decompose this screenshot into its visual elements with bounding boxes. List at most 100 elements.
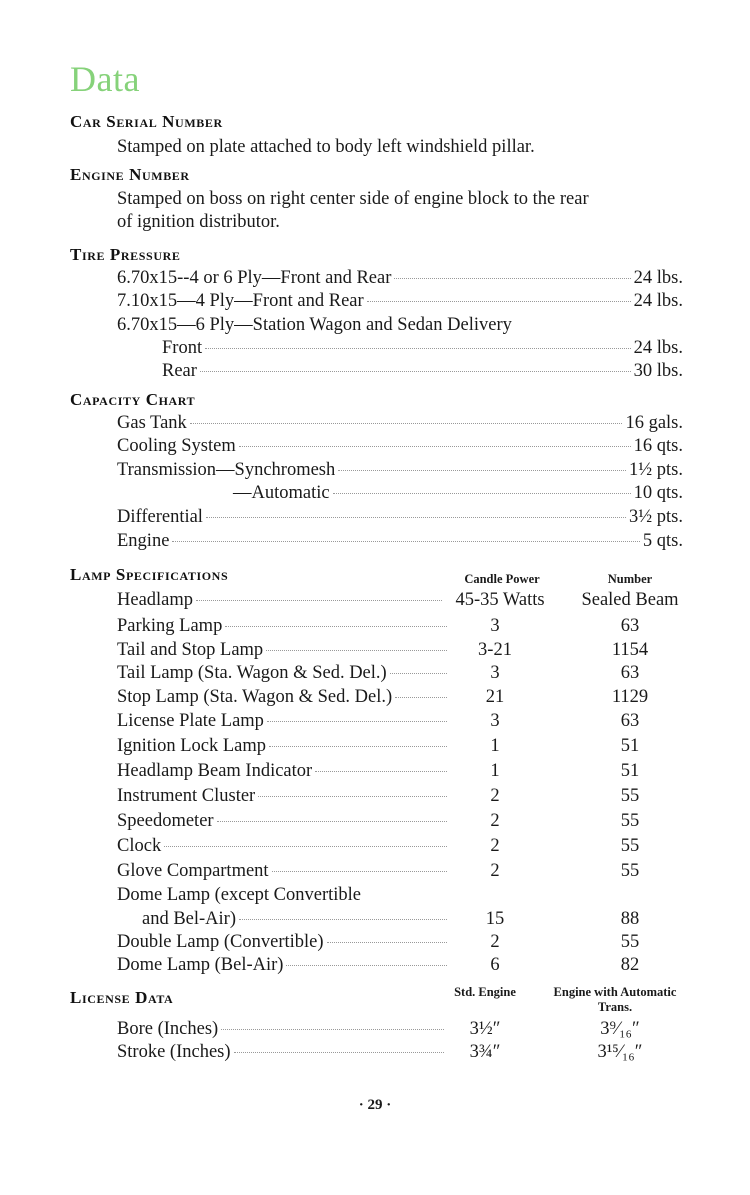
row-label: —Automatic xyxy=(233,483,330,503)
capacity-row: —Automatic 10 qts. xyxy=(233,483,683,504)
dot-leader xyxy=(394,278,631,279)
lamp-row: Clock xyxy=(117,836,450,857)
lamp-name: Tail and Stop Lamp xyxy=(117,640,264,660)
dot-leader xyxy=(326,942,447,943)
lamp-name: Clock xyxy=(117,836,162,856)
candle-power-value: 15 xyxy=(485,909,505,929)
dot-leader xyxy=(205,348,631,349)
row-label: Gas Tank xyxy=(117,413,187,433)
tire-pressure-row: Front 24 lbs. xyxy=(162,338,683,359)
dot-leader xyxy=(164,846,447,847)
dot-leader xyxy=(395,697,447,698)
lamp-name: Tail Lamp (Sta. Wagon & Sed. Del.) xyxy=(117,663,387,683)
dot-leader xyxy=(269,746,447,747)
candle-power-value: 3 xyxy=(490,616,500,636)
candle-power-value: 1 xyxy=(490,761,500,781)
candle-power-value: 45-35 Watts xyxy=(455,590,545,610)
row-label: Transmission—Synchromesh xyxy=(117,460,336,480)
row-value: 30 lbs. xyxy=(633,361,683,381)
dot-leader xyxy=(216,821,447,822)
capacity-row: Engine 5 qts. xyxy=(117,531,683,552)
page-title: Data xyxy=(70,59,140,99)
lamp-row: License Plate Lamp xyxy=(117,711,450,732)
lamp-number-value: 63 xyxy=(620,616,640,636)
row-value: 16 qts. xyxy=(633,436,683,456)
lamp-number-value: 63 xyxy=(620,663,640,683)
license-data-heading: License Data xyxy=(70,988,174,1007)
car-serial-text: Stamped on plate attached to body left w… xyxy=(117,137,535,157)
tire-pressure-heading: Tire Pressure xyxy=(70,245,181,264)
dot-leader xyxy=(205,517,627,518)
lamp-specifications-heading: Lamp Specifications xyxy=(70,565,229,584)
capacity-chart-heading: Capacity Chart xyxy=(70,390,196,409)
row-value: 1½ pts. xyxy=(629,460,683,480)
engine-number-heading: Engine Number xyxy=(70,165,190,184)
lamp-name: Headlamp xyxy=(117,590,194,610)
dot-leader xyxy=(199,371,631,372)
row-value: 3½ pts. xyxy=(629,507,683,527)
row-label: 6.70x15—6 Ply—Station Wagon and Sedan De… xyxy=(117,315,512,335)
number-column-header: Number xyxy=(607,572,653,586)
lamp-row: Dome Lamp (except Convertible xyxy=(117,885,450,906)
dot-leader xyxy=(271,871,447,872)
automatic-engine-column-header: Engine with Automatic Trans. xyxy=(553,985,677,1014)
candle-power-value: 1 xyxy=(490,736,500,756)
row-label: Cooling System xyxy=(117,436,236,456)
capacity-row: Transmission—Synchromesh 1½ pts. xyxy=(117,460,683,481)
lamp-row: Tail Lamp (Sta. Wagon & Sed. Del.) xyxy=(117,663,450,684)
lamp-number-value: 55 xyxy=(620,932,640,952)
lamp-name: License Plate Lamp xyxy=(117,711,264,731)
lamp-number-value: 55 xyxy=(620,786,640,806)
row-label: Front xyxy=(162,338,203,358)
candle-power-value: 2 xyxy=(490,786,500,806)
lamp-number-value: 1129 xyxy=(611,687,649,707)
lamp-row: Tail and Stop Lamp xyxy=(117,640,450,661)
row-label: Engine xyxy=(117,531,170,551)
row-value: 16 gals. xyxy=(625,413,683,433)
dot-leader xyxy=(258,796,447,797)
lamp-number-value: 55 xyxy=(620,861,640,881)
candle-power-value: 3 xyxy=(490,663,500,683)
dot-leader xyxy=(266,721,447,722)
tire-pressure-row: 7.10x15—4 Ply—Front and Rear 24 lbs. xyxy=(117,291,683,312)
tire-pressure-row: 6.70x15--4 or 6 Ply—Front and Rear 24 lbs… xyxy=(117,268,683,289)
dot-leader xyxy=(221,1029,444,1030)
lamp-number-value: 55 xyxy=(620,811,640,831)
lamp-name: Double Lamp (Convertible) xyxy=(117,932,324,952)
lamp-row: Stop Lamp (Sta. Wagon & Sed. Del.) xyxy=(117,687,450,708)
row-label: 6.70x15--4 or 6 Ply—Front and Rear xyxy=(117,268,392,288)
capacity-row: Gas Tank 16 gals. xyxy=(117,413,683,434)
lamp-name: Speedometer xyxy=(117,811,214,831)
lamp-row: Speedometer xyxy=(117,811,450,832)
dot-leader xyxy=(225,626,447,627)
dot-leader xyxy=(233,1052,444,1053)
lamp-number-value: 82 xyxy=(620,955,640,975)
candle-power-value: 2 xyxy=(490,811,500,831)
std-engine-value: 3¾″ xyxy=(469,1042,501,1062)
dot-leader xyxy=(286,965,447,966)
dot-leader xyxy=(172,541,640,542)
lamp-name: Dome Lamp (except Convertible xyxy=(117,885,362,905)
capacity-row: Differential 3½ pts. xyxy=(117,507,683,528)
row-value: 5 qts. xyxy=(642,531,683,551)
lamp-row: Instrument Cluster xyxy=(117,786,450,807)
lamp-row: Headlamp xyxy=(117,590,445,611)
lamp-name: Headlamp Beam Indicator xyxy=(117,761,313,781)
dot-leader xyxy=(189,423,623,424)
dot-leader xyxy=(338,470,627,471)
lamp-number-value: 88 xyxy=(620,909,640,929)
page-number: · 29 · xyxy=(358,1097,392,1113)
std-engine-column-header: Std. Engine xyxy=(454,985,516,999)
row-value: 24 lbs. xyxy=(633,291,683,311)
lamp-row: Parking Lamp xyxy=(117,616,450,637)
lamp-name: Parking Lamp xyxy=(117,616,223,636)
lamp-row: and Bel-Air) xyxy=(142,909,450,930)
row-label: Rear xyxy=(162,361,197,381)
tire-pressure-row: Rear 30 lbs. xyxy=(162,361,683,382)
lamp-name: Glove Compartment xyxy=(117,861,269,881)
lamp-number-value: 55 xyxy=(620,836,640,856)
row-value: 24 lbs. xyxy=(633,268,683,288)
candle-power-value: 3-21 xyxy=(478,640,512,660)
license-label: Bore (Inches) xyxy=(117,1019,219,1039)
dot-leader xyxy=(366,301,631,302)
